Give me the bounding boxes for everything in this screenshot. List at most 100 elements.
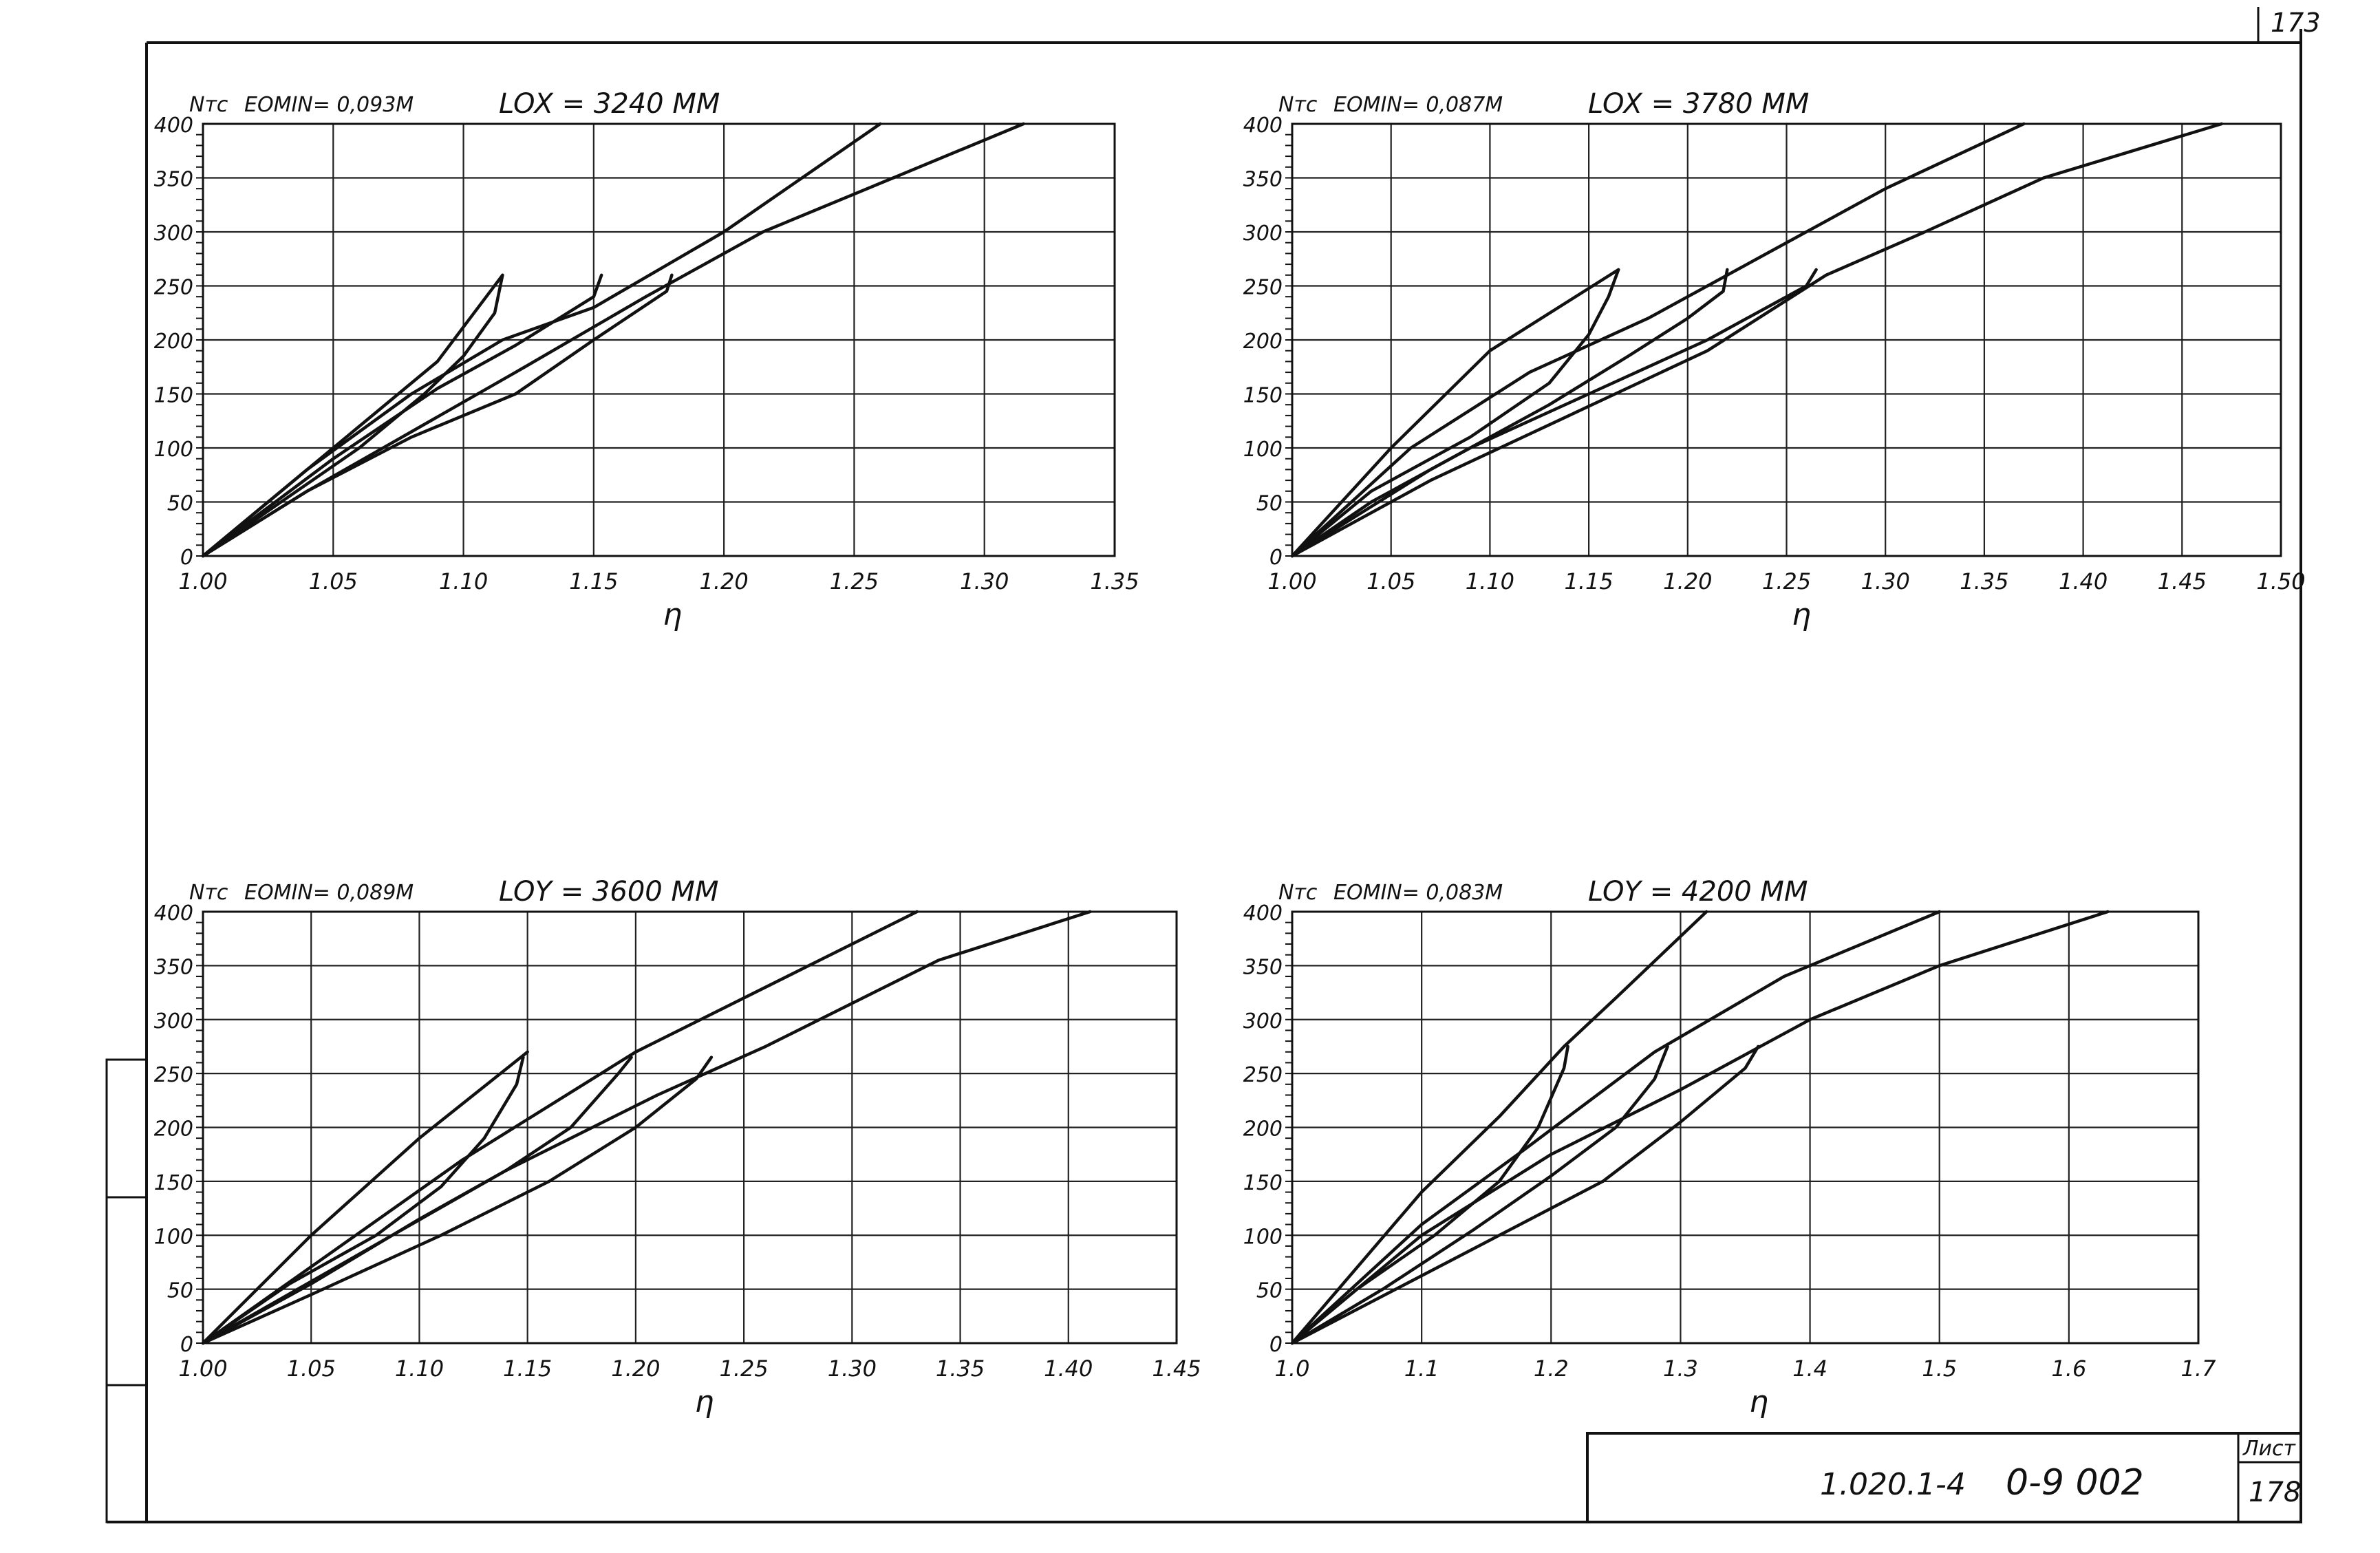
x-tick-label: 1.40 [2059, 568, 2108, 595]
y-tick-label: 400 [154, 901, 193, 925]
x-tick-label: 1.05 [287, 1356, 336, 1382]
x-tick-label: 1.30 [960, 568, 1009, 595]
series-line-3 [1290, 910, 1941, 1345]
y-tick-label: 50 [1256, 1279, 1283, 1303]
x-tick-label: 1.25 [719, 1356, 768, 1382]
x-tick-label: 1.6 [2051, 1356, 2086, 1382]
x-tick-label: 1.10 [1466, 568, 1514, 595]
y-tick-label: 400 [1243, 114, 1283, 138]
x-tick-label: 1.1 [1404, 1356, 1439, 1382]
y-tick-label: 200 [1243, 330, 1283, 354]
series-line-2 [201, 1056, 525, 1345]
y-tick-label: 300 [154, 222, 193, 246]
x-tick-label: 1.0 [1275, 1356, 1310, 1382]
y-axis-label: Nтс [189, 93, 228, 117]
length-label: LOY = 3600 ММ [499, 876, 718, 908]
series-line-1 [201, 273, 504, 558]
x-tick-label: 1.20 [1663, 568, 1712, 595]
chart-loy-4200: 0 50 100 150 200 250 300 350 400 1.0 1.1 1.2 1.3 1.4 1… [1243, 876, 2216, 1420]
x-axis-label: η [695, 1384, 714, 1420]
y-tick-label: 250 [1243, 1063, 1283, 1087]
x-tick-label: 1.25 [1762, 568, 1811, 595]
y-tick-label: 100 [1243, 1225, 1283, 1249]
x-tick-label: 1.00 [1267, 568, 1316, 595]
y-tick-label: 100 [154, 438, 193, 462]
series-line-5 [1290, 910, 2110, 1345]
series-line-5 [1290, 122, 2224, 558]
emin-label: EOMIN= 0,083М [1333, 881, 1503, 905]
series-line-2 [201, 273, 504, 558]
series-line-6 [201, 273, 674, 558]
x-tick-label: 1.00 [178, 568, 227, 595]
y-tick-label: 400 [154, 114, 193, 138]
y-tick-label: 350 [154, 955, 193, 979]
x-tick-label: 1.10 [395, 1356, 444, 1382]
y-tick-label: 250 [154, 276, 193, 300]
x-tick-label: 1.05 [1366, 568, 1415, 595]
series-line-4 [201, 273, 603, 558]
emin-label: EOMIN= 0,089М [244, 881, 414, 905]
y-tick-label: 200 [1243, 1117, 1283, 1142]
y-axis-label: Nтс [189, 881, 228, 905]
y-axis-label: Nтс [1278, 881, 1318, 905]
list-label: Лист [2242, 1437, 2297, 1461]
x-tick-label: 1.35 [1960, 568, 2008, 595]
series-line-6 [1290, 268, 1818, 558]
series-line-6 [1290, 1045, 1760, 1345]
series-line-1 [201, 1050, 529, 1345]
y-tick-label: 50 [1256, 492, 1283, 516]
length-label: LOX = 3780 ММ [1588, 88, 1809, 120]
x-tick-label: 1.7 [2181, 1356, 2217, 1382]
x-tick-label: 1.20 [611, 1356, 660, 1382]
series-line-5 [201, 910, 1092, 1345]
x-tick-label: 1.10 [439, 568, 488, 595]
y-tick-label: 300 [1243, 222, 1283, 246]
series-line-3 [201, 122, 882, 558]
y-tick-label: 350 [1243, 168, 1283, 192]
y-axis-label: Nтс [1278, 93, 1318, 117]
x-tick-label: 1.00 [178, 1356, 227, 1382]
doc-series: 0-9 002 [2006, 1462, 2144, 1503]
x-axis-label: η [1749, 1384, 1768, 1420]
y-tick-label: 0 [180, 1333, 193, 1357]
chart-lox-3240: 0 50 100 150 200 250 300 350 400 1.00 1.05 1.10 1.15… [154, 88, 1139, 632]
x-tick-label: 1.15 [503, 1356, 552, 1382]
y-tick-label: 150 [1243, 1171, 1283, 1195]
x-tick-label: 1.35 [936, 1356, 985, 1382]
list-number: 178 [2249, 1477, 2301, 1508]
x-tick-label: 1.15 [569, 568, 618, 595]
y-tick-label: 0 [1269, 1333, 1283, 1357]
y-tick-label: 0 [180, 546, 193, 570]
series-line-3 [1290, 122, 2026, 558]
series-line-6 [201, 1056, 714, 1345]
chart-loy-3600: 0 50 100 150 200 250 300 350 400 1.00 1.05 1.10 1.15… [154, 876, 1201, 1420]
y-tick-label: 150 [1243, 384, 1283, 408]
y-tick-label: 50 [167, 1279, 193, 1303]
x-tick-label: 1.3 [1663, 1356, 1698, 1382]
y-tick-label: 300 [1243, 1009, 1283, 1033]
series-line-1 [1290, 910, 1708, 1345]
y-tick-label: 350 [154, 168, 193, 192]
binding-strip [105, 1058, 148, 1523]
y-tick-label: 350 [1243, 955, 1283, 979]
y-tick-label: 400 [1243, 901, 1283, 925]
y-tick-label: 200 [154, 330, 193, 354]
x-tick-label: 1.40 [1044, 1356, 1093, 1382]
x-tick-label: 1.4 [1792, 1356, 1827, 1382]
x-tick-label: 1.35 [1090, 568, 1139, 595]
length-label: LOY = 4200 ММ [1588, 876, 1808, 908]
doc-code: 1.020.1-4 [1820, 1467, 1966, 1502]
title-block [1586, 1432, 2302, 1523]
y-tick-label: 100 [1243, 438, 1283, 462]
y-tick-label: 250 [154, 1063, 193, 1087]
x-tick-label: 1.5 [1922, 1356, 1957, 1382]
y-tick-label: 250 [1243, 276, 1283, 300]
corner-number: 173 [2271, 8, 2321, 38]
x-tick-label: 1.15 [1564, 568, 1613, 595]
x-tick-label: 1.50 [2256, 568, 2305, 595]
x-tick-label: 1.45 [2158, 568, 2207, 595]
length-label: LOX = 3240 ММ [499, 88, 720, 120]
y-tick-label: 150 [154, 384, 193, 408]
x-tick-label: 1.30 [1861, 568, 1910, 595]
